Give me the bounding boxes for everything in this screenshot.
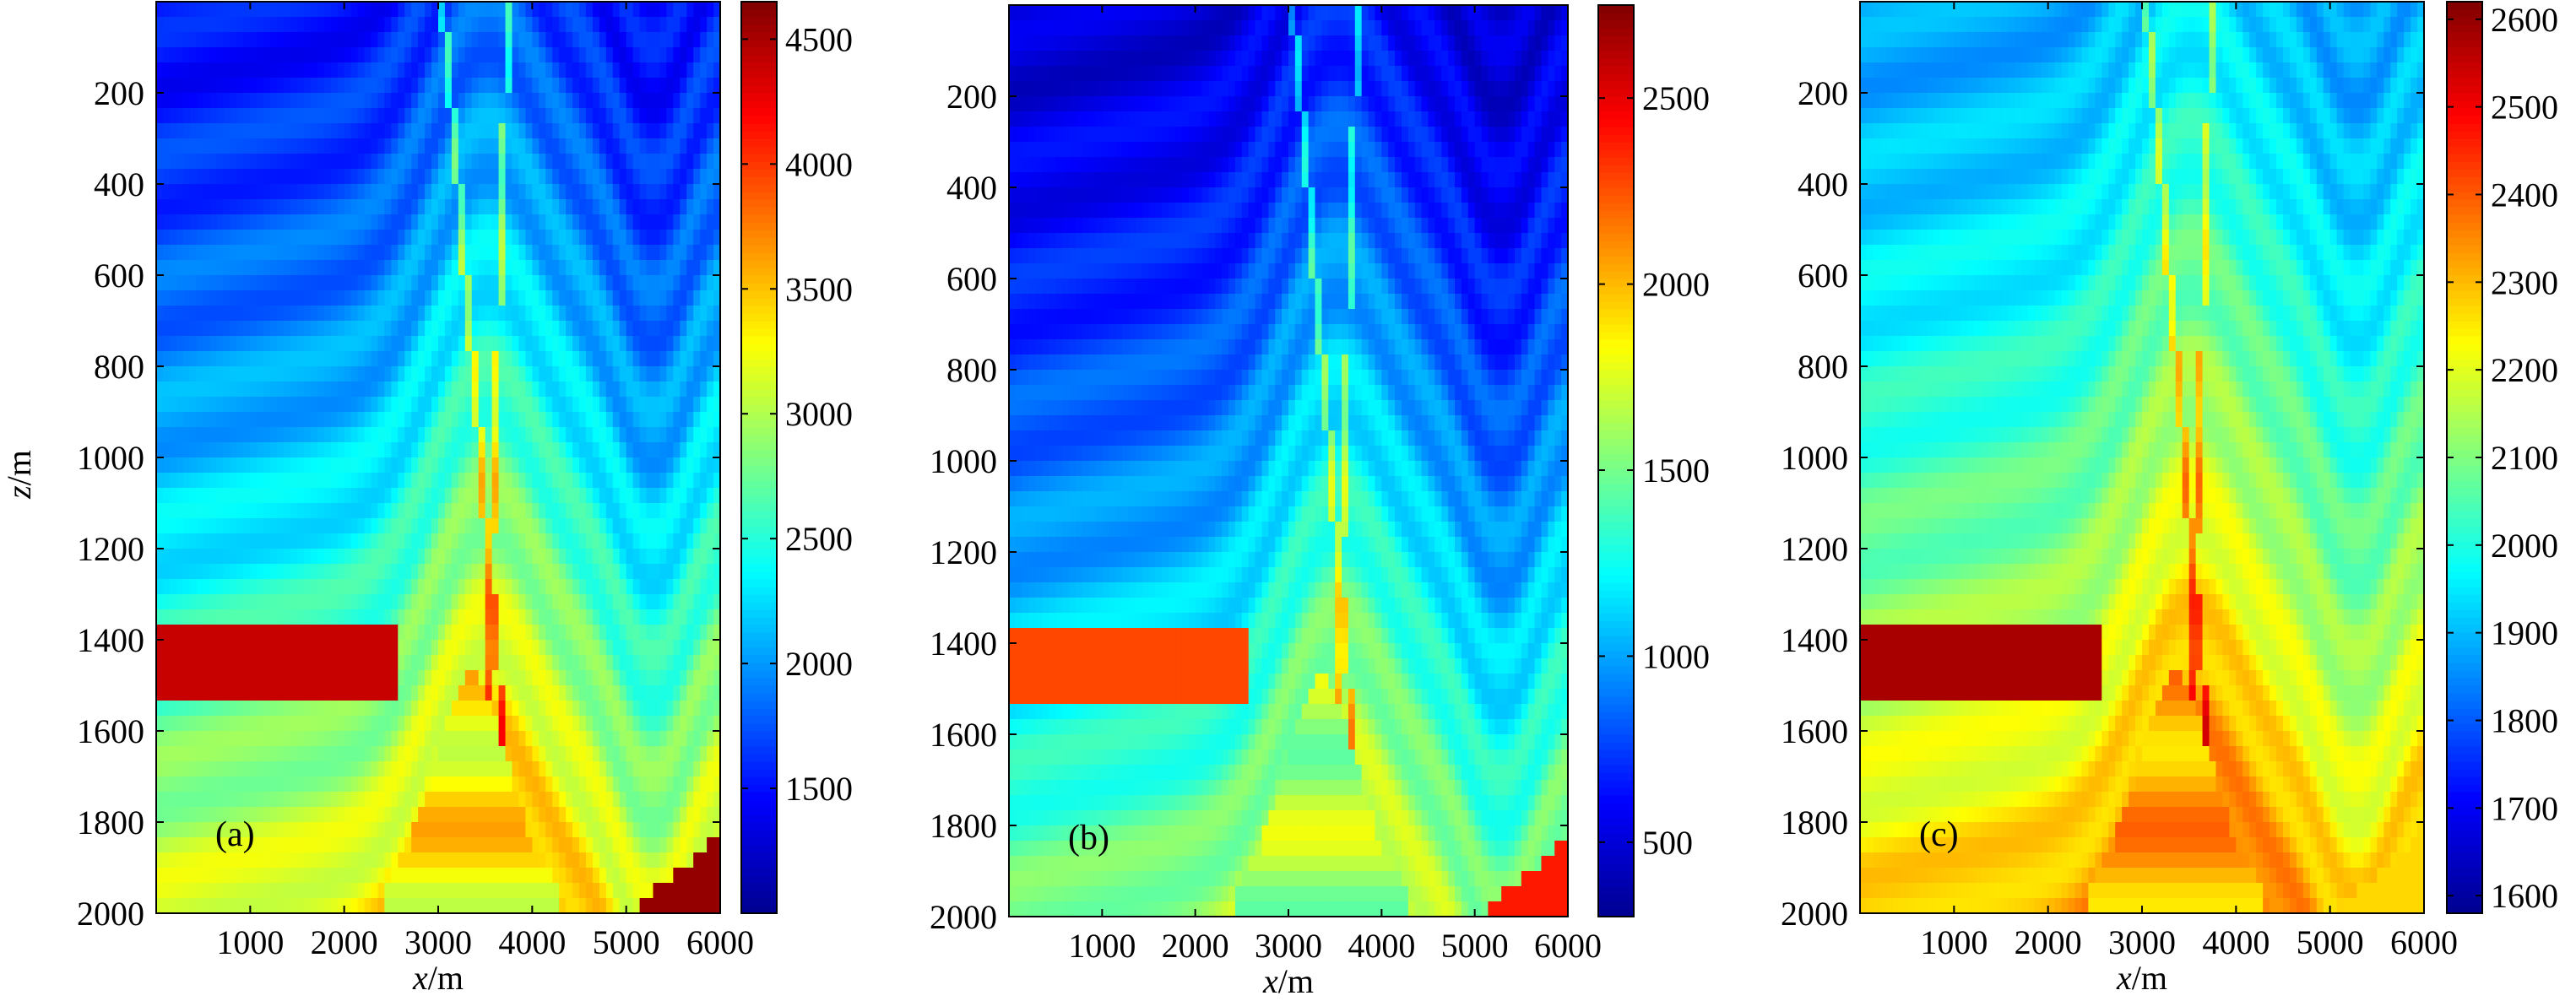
panel-a: 1000 2000 3000 4000 5000 6000 200 400 600 800 1000… bbox=[0, 1, 853, 997]
y-tick-label: 600 bbox=[946, 260, 997, 298]
x-tick-label: 1000 bbox=[1068, 927, 1136, 965]
colorbar-tick-label: 1500 bbox=[1642, 452, 1710, 490]
x-tick-label: 6000 bbox=[686, 923, 754, 961]
colorbar-tick-label: 1000 bbox=[1642, 637, 1710, 675]
panel-label: (b) bbox=[1068, 819, 1109, 858]
x-tick-label: 3000 bbox=[2108, 923, 2176, 961]
y-tick-label: 1400 bbox=[77, 621, 144, 659]
y-tick-label: 1200 bbox=[930, 533, 997, 571]
y-tick-label: 1400 bbox=[1781, 621, 1848, 659]
colorbar-tick-label: 2000 bbox=[1642, 266, 1710, 304]
y-tick-label: 400 bbox=[1798, 165, 1848, 203]
x-tick-label: 5000 bbox=[2297, 923, 2364, 961]
y-tick-label: 800 bbox=[946, 351, 997, 389]
y-tick-label: 1600 bbox=[1781, 712, 1848, 750]
y-tick-label: 1800 bbox=[1781, 804, 1848, 841]
colorbar-tick-label: 2300 bbox=[2491, 263, 2558, 301]
colorbar-tick-label: 1700 bbox=[2491, 789, 2558, 827]
panel-label: (a) bbox=[215, 815, 255, 854]
y-tick-label: 200 bbox=[946, 78, 997, 116]
y-tick-label: 1400 bbox=[930, 625, 997, 663]
y-tick-label: 400 bbox=[94, 165, 144, 203]
heatmap-image bbox=[1009, 5, 1569, 917]
colorbar-tick-label: 1900 bbox=[2491, 614, 2558, 652]
y-tick-label: 400 bbox=[946, 169, 997, 207]
y-tick-label: 200 bbox=[94, 74, 144, 112]
y-tick-label: 1000 bbox=[77, 439, 144, 477]
y-tick-label: 800 bbox=[94, 348, 144, 386]
colorbar-tick-label: 3500 bbox=[785, 270, 853, 308]
colorbar-tick-label: 2000 bbox=[2491, 527, 2558, 565]
colorbar-tick-label: 500 bbox=[1642, 824, 1693, 862]
y-tick-label: 2000 bbox=[77, 895, 144, 933]
colorbar-tick-label: 1600 bbox=[2491, 877, 2558, 915]
x-tick-label: 1000 bbox=[1920, 923, 1988, 961]
colorbar: 1600 1700 1800 1900 2000 2100 2200 2300 2400 2500… bbox=[2446, 1, 2558, 915]
colorbar-tick-label: 4500 bbox=[785, 20, 853, 58]
heatmap-image bbox=[1860, 2, 2425, 914]
panel-c: 1000 2000 3000 4000 5000 6000 200 400 600 800 1000… bbox=[1781, 1, 2558, 997]
y-tick-label: 600 bbox=[1798, 257, 1848, 295]
y-tick-label: 600 bbox=[94, 257, 144, 295]
x-tick-label: 1000 bbox=[216, 923, 284, 961]
colorbar-tick-label: 2000 bbox=[785, 645, 853, 683]
x-tick-label: 3000 bbox=[404, 923, 472, 961]
y-tick-label: 1800 bbox=[930, 807, 997, 845]
x-tick-label: 3000 bbox=[1255, 927, 1322, 965]
panel-b: 1000 2000 3000 4000 5000 6000 200 400 600 800 1000… bbox=[930, 4, 1710, 1000]
colorbar-frame bbox=[1597, 4, 1635, 917]
colorbar-tick-label: 2200 bbox=[2491, 351, 2558, 389]
y-tick-label: 800 bbox=[1798, 348, 1848, 386]
colorbar-tick-label: 4000 bbox=[785, 145, 853, 183]
panel-label: (c) bbox=[1919, 815, 1959, 854]
colorbar: 500 1000 1500 2000 2500 bbox=[1597, 4, 1710, 917]
colorbar-tick-label: 2500 bbox=[1642, 79, 1710, 117]
y-tick-label: 2000 bbox=[1781, 895, 1848, 933]
colorbar-tick-label: 1500 bbox=[785, 770, 853, 808]
x-tick-label: 4000 bbox=[498, 923, 566, 961]
x-axis-label: x/m bbox=[1262, 962, 1314, 1000]
x-tick-label: 4000 bbox=[2202, 923, 2270, 961]
colorbar-tick-label: 2600 bbox=[2491, 1, 2558, 39]
colorbar-tick-label: 2100 bbox=[2491, 439, 2558, 477]
colorbar-tick-label: 1800 bbox=[2491, 702, 2558, 740]
y-tick-label: 1000 bbox=[930, 442, 997, 480]
x-tick-label: 4000 bbox=[1348, 927, 1415, 965]
y-tick-label: 2000 bbox=[930, 898, 997, 936]
colorbar-tick-label: 3000 bbox=[785, 395, 853, 433]
y-axis-label: z/m bbox=[0, 450, 38, 500]
y-tick-label: 1000 bbox=[1781, 439, 1848, 477]
x-tick-label: 5000 bbox=[593, 923, 660, 961]
y-tick-label: 1200 bbox=[77, 530, 144, 568]
x-tick-label: 2000 bbox=[2015, 923, 2082, 961]
x-axis-label: x/m bbox=[412, 959, 464, 997]
colorbar-tick-label: 2500 bbox=[785, 520, 853, 558]
y-tick-label: 1200 bbox=[1781, 530, 1848, 568]
x-tick-label: 2000 bbox=[1162, 927, 1229, 965]
colorbar-tick-label: 2500 bbox=[2491, 89, 2558, 127]
heatmap-image bbox=[156, 2, 721, 914]
x-tick-label: 2000 bbox=[311, 923, 378, 961]
x-tick-label: 6000 bbox=[1534, 927, 1602, 965]
x-tick-label: 6000 bbox=[2390, 923, 2458, 961]
x-axis-label: x/m bbox=[2116, 959, 2167, 997]
y-tick-label: 1600 bbox=[77, 712, 144, 750]
y-tick-label: 200 bbox=[1798, 74, 1848, 112]
colorbar-tick-label: 2400 bbox=[2491, 176, 2558, 214]
colorbar-frame bbox=[740, 1, 778, 914]
y-tick-label: 1800 bbox=[77, 804, 144, 841]
x-tick-label: 5000 bbox=[1441, 927, 1509, 965]
y-tick-label: 1600 bbox=[930, 716, 997, 754]
colorbar: 1500 2000 2500 3000 3500 4000 4500 bbox=[740, 1, 853, 914]
